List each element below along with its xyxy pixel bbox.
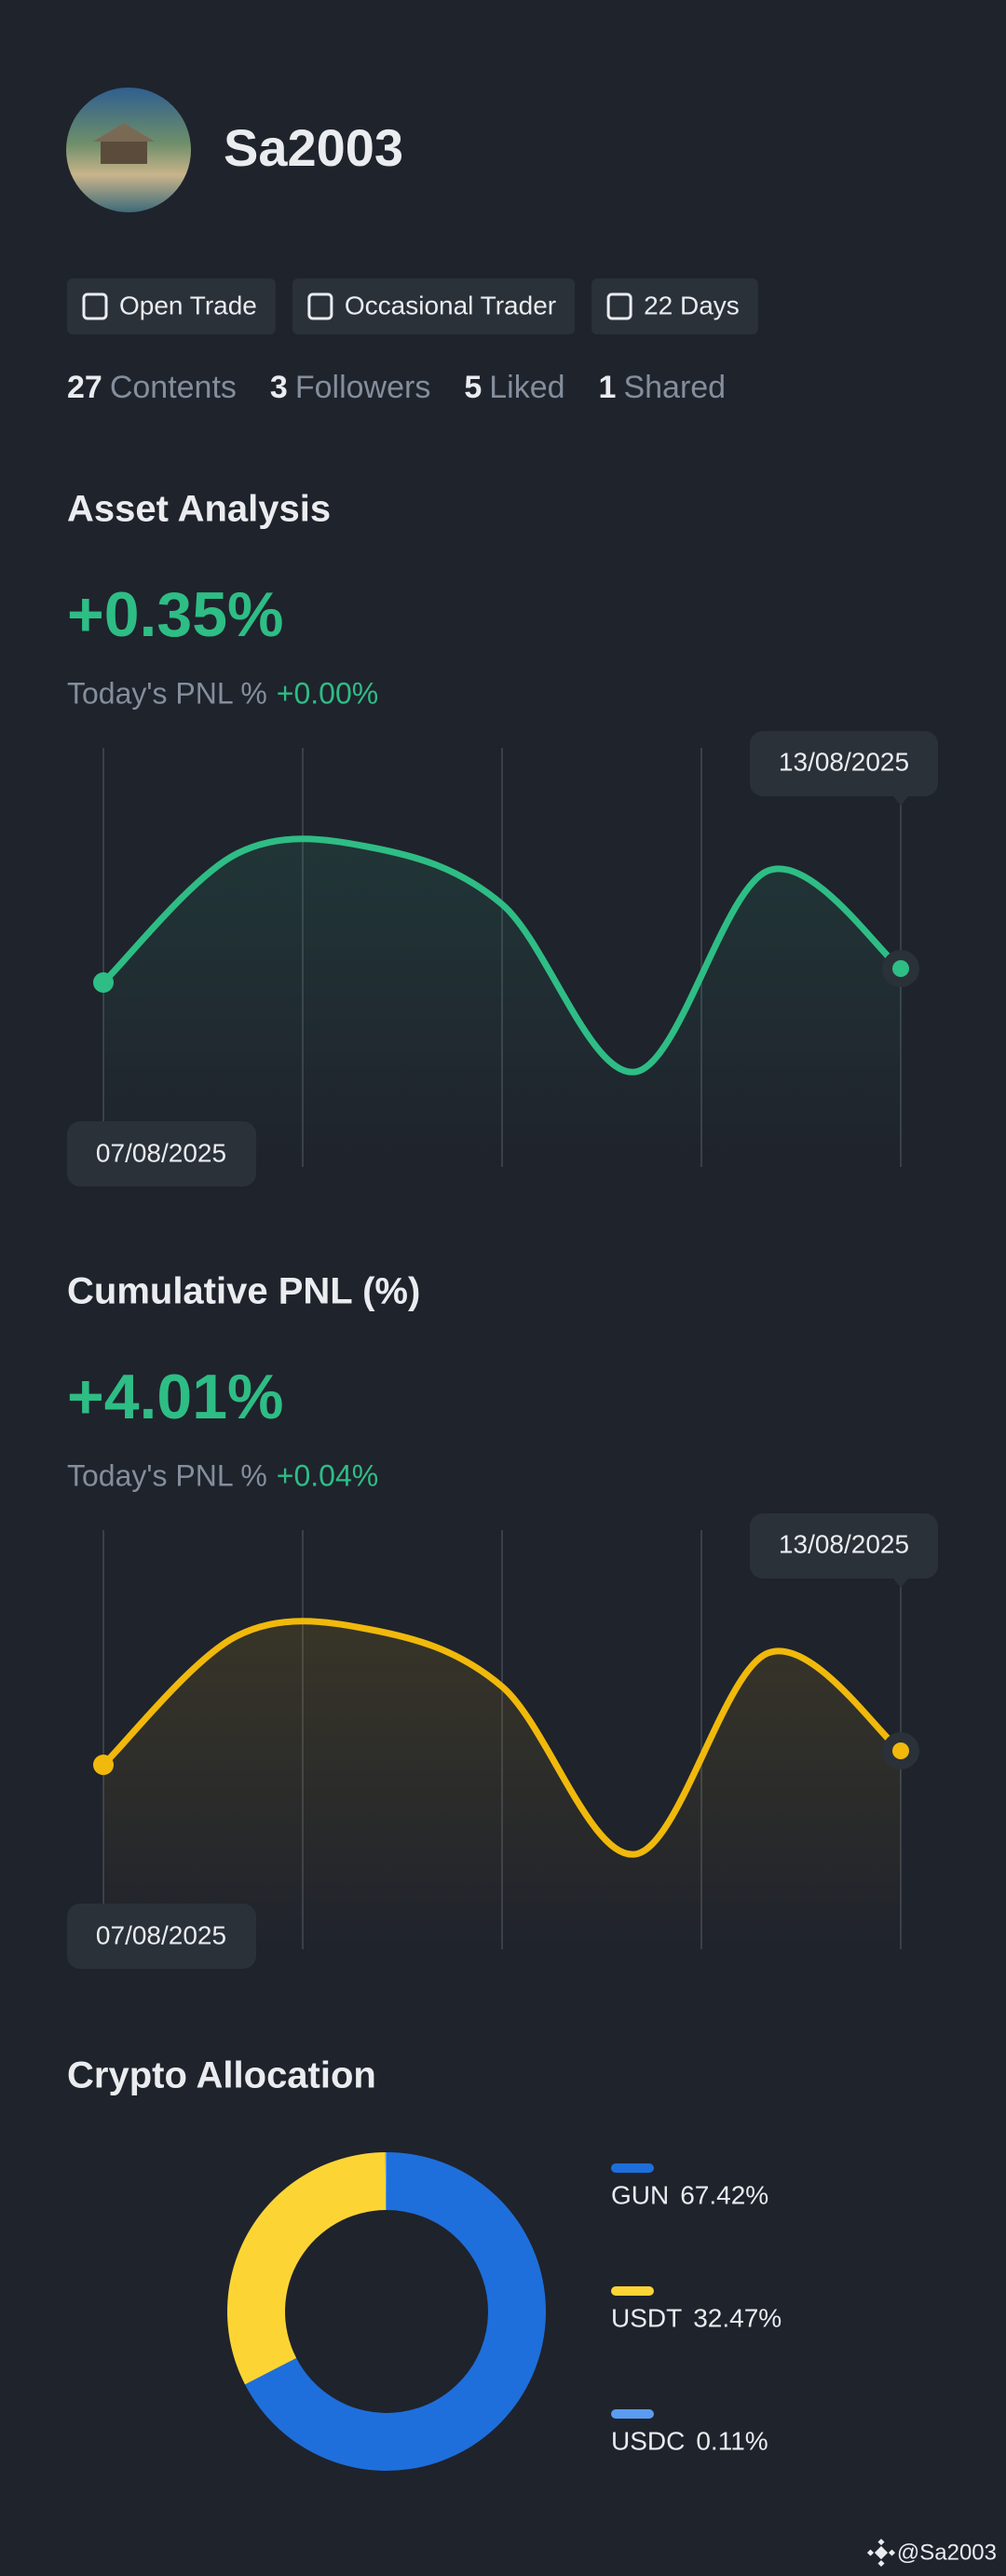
stat-label: Contents — [110, 370, 237, 405]
start-dot — [93, 1755, 114, 1775]
stat-count: 27 — [67, 370, 102, 405]
stat-label: Shared — [623, 370, 726, 405]
stat-count: 1 — [599, 370, 617, 405]
stat-label: Followers — [295, 370, 430, 405]
headline-value: +0.35% — [67, 579, 284, 650]
stat-count: 3 — [270, 370, 288, 405]
section-title: Cumulative PNL (%) — [67, 1271, 420, 1312]
line-chart-section: Cumulative PNL (%) +4.01% Today's PNL % +0.… — [67, 1271, 938, 1969]
end-dot — [892, 1742, 909, 1759]
end-date-chip — [750, 731, 938, 796]
legend-swatch — [611, 2409, 654, 2419]
today-label: Today's PNL % — [67, 676, 267, 710]
line — [100, 835, 904, 1076]
line-chart-section: Asset Analysis +0.35% Today's PNL % +0.00% 1… — [67, 489, 938, 1186]
charts: Asset Analysis +0.35% Today's PNL % +0.00% 1… — [67, 489, 938, 2471]
start-date-chip — [67, 1904, 256, 1969]
badge-label: Occasional Trader — [345, 291, 556, 319]
headline-value: +4.01% — [67, 1362, 284, 1432]
donut-slice — [385, 2152, 387, 2211]
legend-name: USDC — [611, 2426, 685, 2455]
line — [100, 1618, 904, 1858]
legend-name: USDT — [611, 2303, 682, 2332]
badge-label: 22 Days — [644, 291, 740, 319]
end-date: 13/08/2025 — [779, 747, 909, 776]
section-title: Crypto Allocation — [67, 2055, 376, 2096]
legend-value: 0.11% — [696, 2426, 768, 2455]
donut-slice — [227, 2152, 387, 2385]
start-dot — [93, 972, 114, 993]
donut-slice — [245, 2152, 546, 2471]
area — [103, 838, 901, 1167]
section-title: Asset Analysis — [67, 489, 331, 530]
avatar-house — [101, 140, 147, 164]
start-date-chip — [67, 1121, 256, 1186]
end-date: 13/08/2025 — [779, 1529, 909, 1558]
start-date: 07/08/2025 — [96, 1920, 226, 1949]
end-dot — [892, 960, 909, 977]
today-label: Today's PNL % — [67, 1458, 267, 1492]
end-date-pointer — [893, 796, 908, 806]
badge-icon — [82, 292, 108, 320]
end-date-pointer — [893, 1579, 908, 1588]
username: Sa2003 — [224, 118, 403, 177]
end-date-chip — [750, 1513, 938, 1579]
badges: Open Trade Occasional Trader 22 Days — [67, 278, 758, 334]
badge-icon — [606, 292, 632, 320]
badge-bg — [67, 278, 276, 334]
badge-bg — [591, 278, 758, 334]
start-date: 07/08/2025 — [96, 1138, 226, 1167]
today-value: +0.00% — [277, 676, 378, 710]
badge[interactable]: Open Trade — [67, 278, 276, 334]
stats: 27 Contents 3 Followers 5 Liked 1 Shared — [67, 370, 726, 405]
badge-bg — [292, 278, 576, 334]
badge-label: Open Trade — [119, 291, 257, 319]
legend-name: GUN — [611, 2180, 669, 2209]
legend-swatch — [611, 2163, 654, 2173]
badge-icon — [307, 292, 333, 320]
legend-value: 67.42% — [680, 2180, 768, 2209]
donut-chart-section: Crypto Allocation GUN 67.42% USDT 32.47% USDC… — [67, 2055, 782, 2471]
badge[interactable]: Occasional Trader — [292, 278, 576, 334]
badge[interactable]: 22 Days — [591, 278, 758, 334]
stat-count: 5 — [464, 370, 482, 405]
avatar-roof — [93, 123, 155, 142]
footer-handle: @Sa2003 — [897, 2540, 997, 2565]
area — [103, 1620, 901, 1949]
stat-label: Liked — [489, 370, 564, 405]
today-value: +0.04% — [277, 1458, 378, 1492]
legend-swatch — [611, 2286, 654, 2296]
legend-value: 32.47% — [693, 2303, 782, 2332]
